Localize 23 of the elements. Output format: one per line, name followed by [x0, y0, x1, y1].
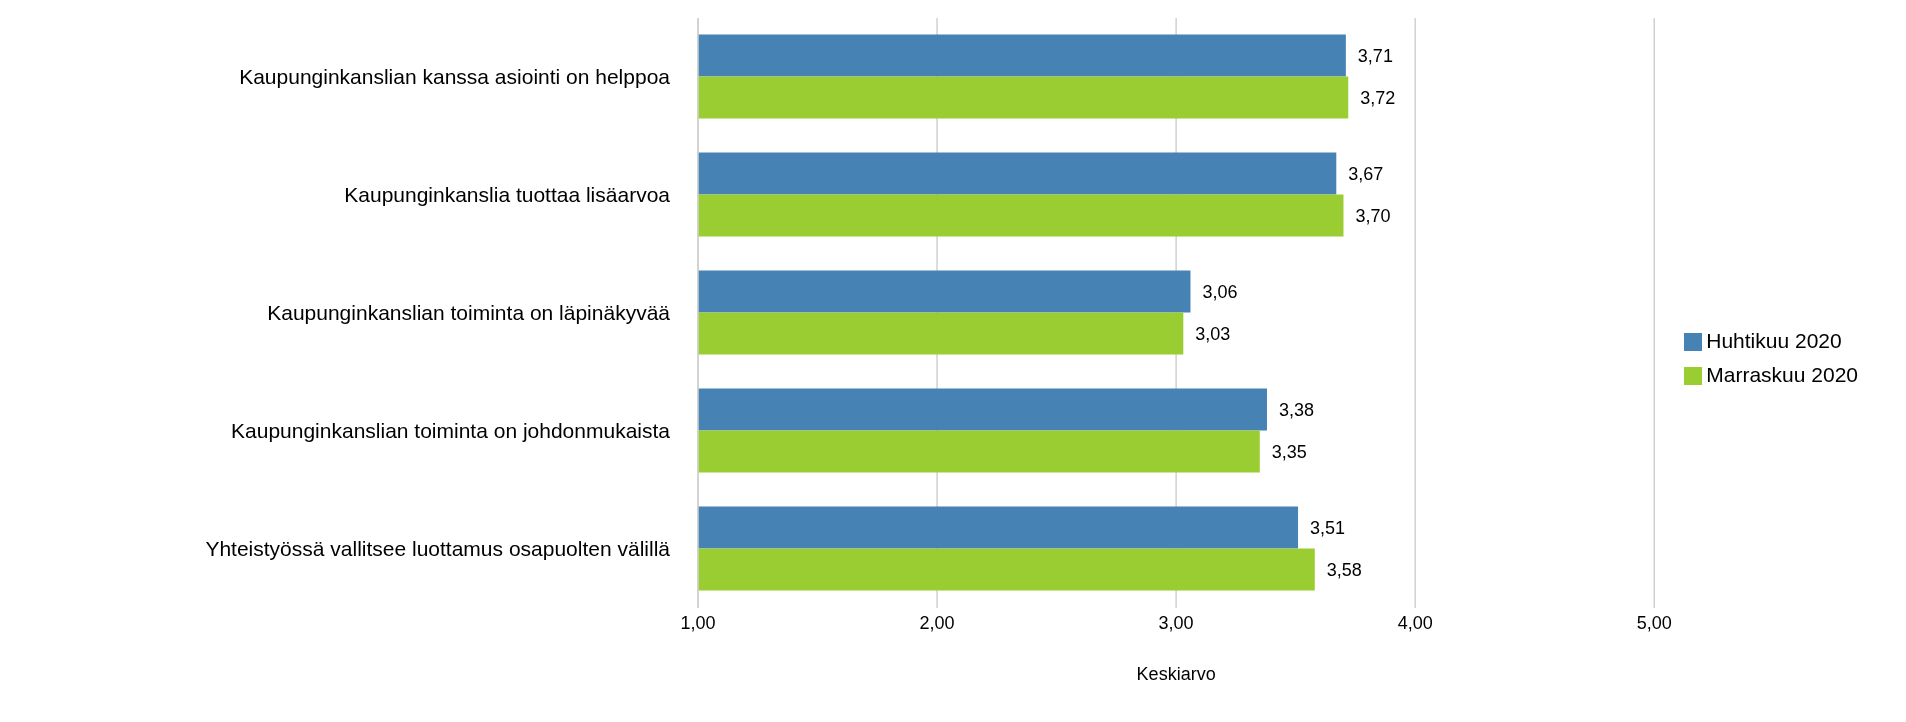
- y-tick-label: Kaupunginkanslian toiminta on johdonmukaista: [231, 419, 671, 443]
- data-label: 3,71: [1357, 45, 1393, 66]
- legend-label: Marraskuu 2020: [1706, 363, 1858, 386]
- x-axis-title: Keskiarvo: [1136, 664, 1216, 684]
- data-label: 3,51: [1310, 517, 1346, 538]
- data-label: 3,70: [1355, 205, 1391, 226]
- y-tick-label: Kaupunginkanslian toiminta on läpinäkyvää: [267, 301, 671, 325]
- legend-label: Huhtikuu 2020: [1706, 329, 1842, 352]
- y-tick-label: Kaupunginkanslia tuottaa lisäarvoa: [344, 183, 671, 207]
- y-tick-label: Kaupunginkanslian kanssa asiointi on helppoa: [239, 65, 671, 89]
- x-tick-label: 3,00: [1158, 612, 1194, 633]
- x-tick-label: 1,00: [680, 612, 716, 633]
- data-label: 3,35: [1271, 441, 1307, 462]
- data-label: 3,72: [1360, 87, 1396, 108]
- x-tick-label: 4,00: [1397, 612, 1433, 633]
- data-label: 3,38: [1278, 399, 1315, 420]
- x-tick-label: 2,00: [919, 612, 955, 633]
- y-tick-label: Yhteistyössä vallitsee luottamus osapuolten välillä: [205, 537, 671, 561]
- data-label: 3,67: [1348, 163, 1384, 184]
- x-tick-label: 5,00: [1636, 612, 1672, 633]
- data-label: 3,06: [1202, 281, 1238, 302]
- data-label: 3,58: [1326, 559, 1362, 580]
- data-label: 3,03: [1195, 323, 1231, 344]
